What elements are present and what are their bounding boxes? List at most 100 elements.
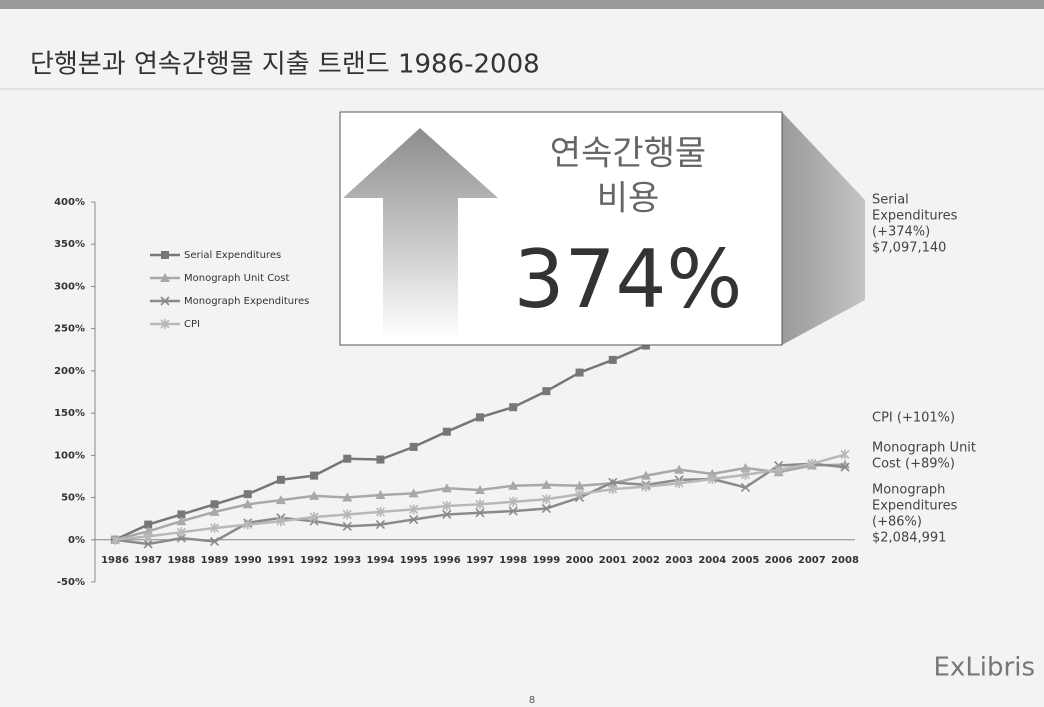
marker — [309, 511, 319, 522]
logo: ExLibris — [934, 653, 1036, 683]
marker — [343, 454, 352, 463]
y-tick-label: 50% — [61, 493, 85, 504]
legend-item: CPI — [150, 319, 200, 330]
marker — [707, 473, 717, 484]
marker — [641, 481, 651, 492]
marker-stroke — [774, 464, 784, 475]
marker — [442, 501, 452, 511]
marker — [342, 509, 352, 520]
marker-stroke — [342, 521, 352, 531]
marker — [143, 539, 153, 549]
marker — [143, 531, 153, 542]
chart: -50% 0% 50% 100% 150% 200% 250% 300% 350% 400% 198… — [54, 197, 859, 588]
marker — [276, 516, 286, 527]
marker — [243, 490, 252, 499]
marker-stroke — [375, 520, 386, 530]
marker — [807, 458, 817, 469]
x-tick-label: 1999 — [532, 555, 560, 566]
slide-title: 단행본과 연속간행물 지출 트랜드 1986-2008 — [30, 50, 540, 80]
marker — [508, 480, 519, 490]
series-line — [114, 453, 846, 542]
marker — [508, 496, 518, 507]
callout-line: 연속간행물 — [550, 134, 706, 174]
marker — [740, 463, 751, 472]
marker-stroke — [574, 489, 585, 500]
marker — [542, 387, 551, 396]
annotation: (+374%) — [872, 225, 930, 240]
marker — [574, 480, 585, 490]
marker — [509, 403, 518, 412]
marker — [475, 499, 485, 510]
x-tick-label: 1998 — [499, 555, 527, 566]
x-tick-label: 2008 — [831, 555, 859, 566]
annotation: Expenditures — [872, 499, 958, 514]
y-tick-label: 350% — [54, 239, 85, 250]
x-tick-label: 2005 — [732, 555, 760, 566]
marker — [508, 506, 518, 516]
x-tick-label: 1995 — [400, 555, 428, 566]
marker — [574, 489, 585, 500]
marker — [161, 251, 169, 259]
annotation: Cost (+89%) — [872, 457, 955, 472]
legend-item: Monograph Expenditures — [150, 296, 309, 307]
y-tick-label: 400% — [54, 197, 85, 208]
marker — [176, 527, 186, 538]
marker — [740, 482, 751, 492]
marker-stroke — [740, 482, 751, 492]
marker — [243, 519, 253, 530]
marker — [375, 520, 386, 530]
marker — [210, 500, 219, 509]
y-tick-label: 150% — [54, 408, 85, 419]
x-tick-label: 1996 — [433, 555, 461, 566]
marker — [342, 492, 353, 502]
marker-stroke — [143, 531, 153, 542]
y-tick-label: 100% — [54, 450, 85, 461]
marker — [160, 319, 170, 329]
marker — [310, 471, 319, 480]
legend-item: Serial Expenditures — [150, 250, 281, 261]
marker-stroke — [707, 473, 717, 484]
marker — [641, 341, 650, 350]
page-number: 8 — [529, 695, 535, 706]
x-tick-label: 2000 — [566, 555, 594, 566]
marker-stroke — [409, 514, 419, 525]
marker — [674, 478, 684, 489]
marker-stroke — [541, 494, 551, 505]
marker-stroke — [143, 539, 153, 549]
y-tick-label: -50% — [57, 577, 85, 588]
marker-stroke — [442, 509, 452, 520]
legend-label: Serial Expenditures — [184, 250, 281, 261]
annotation: CPI (+101%) — [872, 411, 955, 426]
marker-stroke — [342, 509, 352, 520]
marker-stroke — [608, 477, 618, 487]
annotation: Monograph Unit — [872, 441, 976, 456]
x-tick-label: 1991 — [267, 555, 295, 566]
y-tick-label: 0% — [68, 535, 85, 546]
x-tick-label: 2007 — [798, 555, 826, 566]
top-bar — [0, 0, 1044, 9]
marker-stroke — [110, 534, 120, 545]
marker — [375, 506, 386, 517]
marker — [144, 520, 153, 529]
marker — [409, 514, 419, 525]
annotation: $7,097,140 — [872, 241, 946, 256]
marker — [209, 536, 220, 547]
marker-stroke — [840, 462, 850, 472]
marker — [177, 510, 186, 519]
marker-stroke — [442, 501, 452, 511]
marker — [242, 499, 253, 509]
marker — [176, 516, 187, 526]
marker — [342, 521, 352, 531]
marker-stroke — [309, 511, 319, 522]
marker-stroke — [508, 506, 518, 516]
marker — [541, 479, 552, 489]
marker-stroke — [641, 481, 651, 492]
callout-side — [782, 112, 865, 345]
marker — [409, 504, 419, 515]
legend-label: CPI — [184, 319, 200, 330]
x-tick-label: 1992 — [300, 555, 328, 566]
marker-stroke — [243, 519, 253, 530]
x-tick-label: 1997 — [466, 555, 494, 566]
x-tick-label: 2003 — [665, 555, 693, 566]
